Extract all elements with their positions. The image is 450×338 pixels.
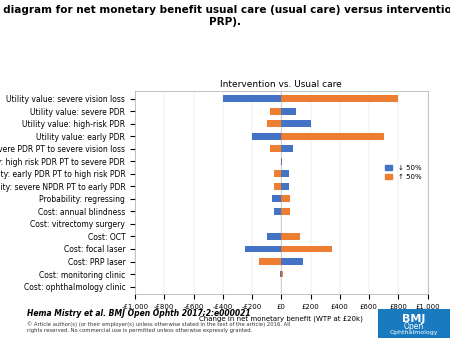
Bar [245, 245, 281, 252]
Bar [281, 233, 300, 240]
Bar [266, 233, 281, 240]
Title: Intervention vs. Usual care: Intervention vs. Usual care [220, 80, 342, 89]
Bar [266, 120, 281, 127]
Text: BMJ: BMJ [402, 314, 426, 324]
Bar [270, 108, 281, 115]
Bar [223, 95, 281, 102]
Text: Tornado diagram for net monetary benefit usual care (usual care) versus interven: Tornado diagram for net monetary benefit… [0, 5, 450, 27]
Bar [252, 133, 281, 140]
Bar [281, 120, 310, 127]
Bar [281, 108, 296, 115]
Text: Ophthalmology: Ophthalmology [390, 330, 438, 335]
Bar [281, 145, 293, 152]
Bar [270, 145, 281, 152]
Bar [273, 195, 281, 202]
Bar [280, 271, 281, 277]
Text: Hema Mistry et al. BMJ Open Ophth 2017;2:e000021: Hema Mistry et al. BMJ Open Ophth 2017;2… [27, 309, 251, 318]
Bar [281, 158, 282, 165]
Bar [280, 158, 281, 165]
Bar [281, 271, 283, 277]
Bar [259, 258, 281, 265]
Bar [274, 208, 281, 215]
Text: Open: Open [404, 322, 424, 331]
Bar [281, 258, 303, 265]
Text: © Article author(s) (or their employer(s) unless otherwise stated in the text of: © Article author(s) (or their employer(s… [27, 321, 290, 333]
Bar [274, 183, 281, 190]
Bar [281, 95, 398, 102]
Bar [281, 195, 290, 202]
Bar [281, 170, 288, 177]
Bar [281, 245, 333, 252]
Legend: ↓ 50%, ↑ 50%: ↓ 50%, ↑ 50% [382, 162, 424, 183]
Bar [281, 208, 290, 215]
Bar [281, 133, 383, 140]
Bar [274, 170, 281, 177]
Bar [281, 183, 288, 190]
X-axis label: Change in net monetary benefit (WTP at £20k): Change in net monetary benefit (WTP at £… [199, 315, 363, 322]
